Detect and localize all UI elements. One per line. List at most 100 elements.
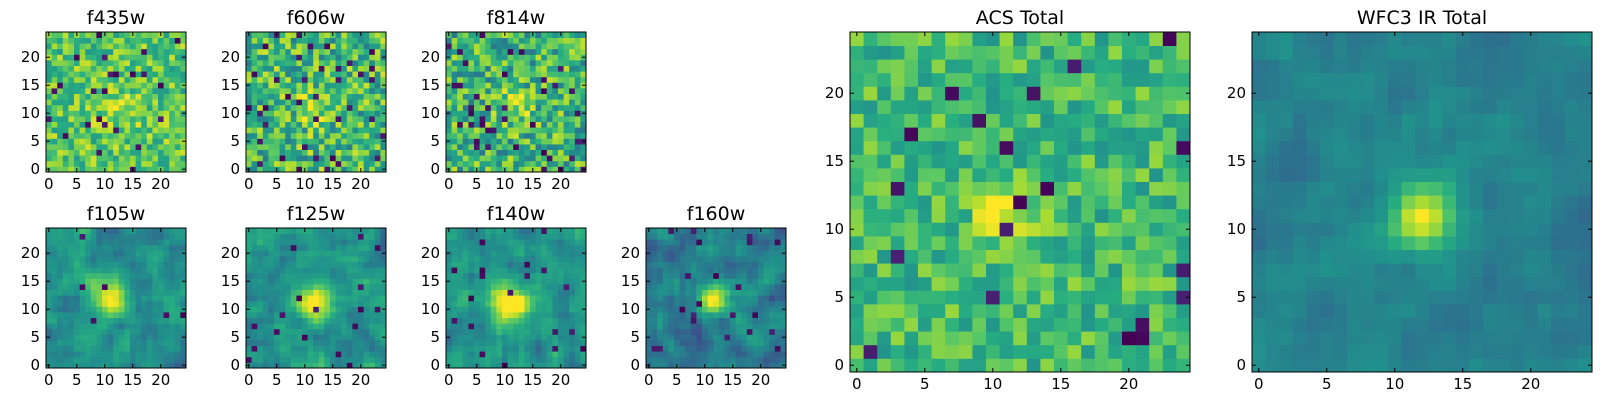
heatmap-cell — [741, 323, 748, 330]
heatmap-cell — [1013, 263, 1028, 278]
heatmap-cell — [518, 54, 525, 61]
heatmap-cell — [986, 249, 1000, 264]
heatmap-cell — [369, 104, 376, 111]
heatmap-cell — [569, 278, 576, 285]
heatmap-cell — [507, 127, 514, 134]
heatmap-cell — [46, 289, 52, 296]
x-tick-label: 15 — [723, 371, 742, 389]
heatmap-cell — [1149, 304, 1164, 318]
heatmap-cell — [999, 290, 1014, 305]
heatmap-cell — [79, 138, 86, 145]
heatmap-cell — [85, 289, 92, 296]
heatmap-cell — [502, 289, 508, 296]
heatmap-cell — [541, 244, 548, 251]
heatmap-cell — [152, 312, 159, 318]
heatmap-cell — [174, 93, 181, 100]
heatmap-cell — [1040, 222, 1055, 237]
heatmap-cell — [446, 284, 452, 290]
heatmap-cell — [651, 328, 658, 335]
heatmap-cell — [62, 272, 69, 279]
heatmap-cell — [274, 99, 280, 106]
heatmap-cell — [746, 239, 753, 246]
heatmap-cell — [972, 222, 987, 237]
heatmap-cell — [174, 289, 181, 296]
heatmap-cell — [702, 300, 708, 307]
heatmap-cell — [462, 76, 469, 83]
heatmap-cell — [1135, 317, 1150, 332]
heatmap-cell — [169, 32, 176, 38]
heatmap-cell — [135, 127, 142, 134]
heatmap-cell — [130, 340, 136, 346]
heatmap-cell — [296, 272, 303, 279]
heatmap-cell — [307, 289, 314, 296]
heatmap-cell — [302, 334, 308, 341]
heatmap-cell — [558, 71, 564, 78]
heatmap-cell — [279, 289, 286, 296]
heatmap-cell — [262, 328, 269, 335]
heatmap-cell — [546, 351, 553, 358]
heatmap-cell — [662, 250, 669, 257]
heatmap-cell — [552, 60, 559, 66]
heatmap-cell — [735, 334, 742, 341]
heatmap-cell — [474, 138, 480, 145]
heatmap-cell — [57, 289, 64, 296]
heatmap-cell — [474, 323, 480, 330]
heatmap-cell — [702, 340, 708, 346]
heatmap-cell — [496, 127, 503, 134]
heatmap-cell — [462, 233, 469, 240]
heatmap-cell — [657, 228, 664, 234]
heatmap-cell — [769, 256, 776, 262]
heatmap-cell — [152, 328, 159, 335]
heatmap-cell — [502, 284, 508, 290]
heatmap-cell — [285, 334, 292, 341]
heatmap-cell — [474, 71, 480, 78]
heatmap-cell — [696, 239, 703, 246]
heatmap-cell — [668, 244, 675, 251]
heatmap-cell — [374, 244, 381, 251]
heatmap-cell — [457, 345, 464, 352]
heatmap-cell — [124, 295, 131, 302]
heatmap-cell — [558, 300, 564, 307]
heatmap-cell — [502, 351, 508, 358]
heatmap-cell — [180, 60, 187, 66]
heatmap-cell — [90, 99, 97, 106]
heatmap-cell — [1135, 249, 1150, 264]
heatmap-cell — [163, 127, 170, 134]
heatmap-cell — [257, 138, 264, 145]
heatmap-cell — [662, 306, 669, 313]
heatmap-cell — [972, 276, 987, 291]
heatmap-cell — [546, 323, 553, 330]
heatmap-cell — [451, 272, 458, 279]
heatmap-cell — [341, 284, 348, 290]
heatmap-cell — [380, 155, 387, 162]
heatmap-cell — [496, 345, 503, 352]
heatmap-cell — [541, 127, 548, 134]
heatmap-cell — [302, 71, 308, 78]
heatmap-cell — [268, 312, 275, 318]
heatmap-cell — [1013, 304, 1028, 318]
heatmap-cell — [369, 149, 376, 156]
heatmap-cell — [46, 239, 52, 246]
heatmap-cell — [363, 121, 370, 128]
heatmap-cell — [346, 71, 353, 78]
heatmap-cell — [174, 149, 181, 156]
heatmap-cell — [152, 138, 159, 145]
heatmap-cell — [285, 239, 292, 246]
heatmap-cell — [541, 48, 548, 55]
heatmap-cell — [113, 99, 120, 106]
heatmap-cell — [569, 54, 576, 61]
heatmap-cell — [446, 65, 452, 72]
heatmap-cell — [141, 250, 148, 257]
heatmap-cell — [507, 351, 514, 358]
heatmap-cell — [1067, 317, 1082, 332]
heatmap-cell — [541, 149, 548, 156]
heatmap-cell — [341, 356, 348, 363]
heatmap-cell — [180, 256, 187, 262]
heatmap-cell — [769, 228, 776, 234]
heatmap-cell — [46, 317, 52, 324]
heatmap-cell — [251, 284, 258, 290]
heatmap-cell — [462, 356, 469, 363]
heatmap-cell — [279, 250, 286, 257]
heatmap-cell — [1122, 304, 1136, 318]
heatmap-cell — [62, 144, 69, 150]
